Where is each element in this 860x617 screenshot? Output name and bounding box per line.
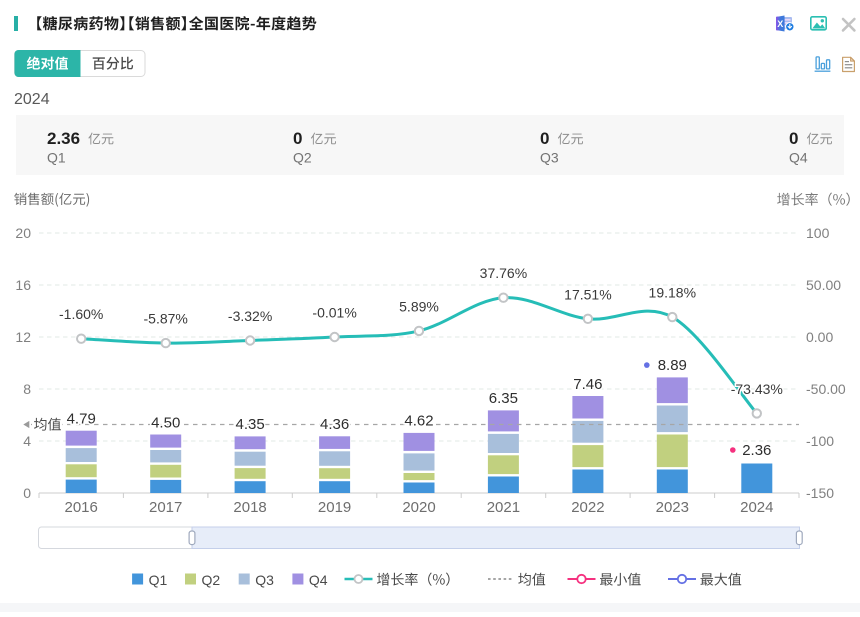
svg-text:8: 8 xyxy=(23,381,31,397)
svg-text:0: 0 xyxy=(789,129,798,148)
svg-text:0: 0 xyxy=(293,129,302,148)
svg-text:2.36: 2.36 xyxy=(742,442,771,459)
svg-text:-150: -150 xyxy=(806,485,834,501)
svg-text:2020: 2020 xyxy=(402,499,435,516)
svg-text:17.51%: 17.51% xyxy=(564,286,611,302)
svg-text:-3.32%: -3.32% xyxy=(228,308,272,324)
svg-text:4.35: 4.35 xyxy=(235,416,264,433)
svg-text:-100: -100 xyxy=(806,433,834,449)
svg-text:4.50: 4.50 xyxy=(151,414,180,431)
svg-text:Q4: Q4 xyxy=(789,150,808,166)
svg-text:Q4: Q4 xyxy=(309,572,328,588)
svg-text:0: 0 xyxy=(23,485,31,501)
svg-text:Q1: Q1 xyxy=(149,572,168,588)
svg-text:7.46: 7.46 xyxy=(573,376,602,393)
svg-text:4.36: 4.36 xyxy=(320,416,349,433)
svg-text:4.62: 4.62 xyxy=(404,413,433,430)
svg-text:37.76%: 37.76% xyxy=(480,265,527,281)
svg-text:Q2: Q2 xyxy=(293,150,312,166)
svg-text:4.79: 4.79 xyxy=(67,411,96,428)
svg-text:5.89%: 5.89% xyxy=(399,298,439,314)
svg-text:2016: 2016 xyxy=(65,499,98,516)
svg-text:2019: 2019 xyxy=(318,499,351,516)
svg-text:2023: 2023 xyxy=(656,499,689,516)
svg-text:6.35: 6.35 xyxy=(489,390,518,407)
svg-text:2022: 2022 xyxy=(571,499,604,516)
svg-text:50.00: 50.00 xyxy=(806,277,841,293)
svg-text:16: 16 xyxy=(15,277,31,293)
svg-text:-1.60%: -1.60% xyxy=(59,306,103,322)
svg-text:2024: 2024 xyxy=(740,499,773,516)
svg-text:Q1: Q1 xyxy=(47,150,66,166)
svg-text:2017: 2017 xyxy=(149,499,182,516)
svg-text:X: X xyxy=(777,19,783,29)
svg-text:12: 12 xyxy=(15,329,31,345)
svg-text:2018: 2018 xyxy=(233,499,266,516)
svg-text:-73.43%: -73.43% xyxy=(731,381,783,397)
svg-text:-0.01%: -0.01% xyxy=(312,305,356,321)
svg-text:2024: 2024 xyxy=(14,91,50,108)
svg-text:-5.87%: -5.87% xyxy=(144,311,188,327)
svg-text:19.18%: 19.18% xyxy=(649,285,696,301)
svg-text:8.89: 8.89 xyxy=(658,357,687,374)
svg-text:100: 100 xyxy=(806,225,830,241)
svg-text:-50.00: -50.00 xyxy=(806,381,846,397)
svg-text:4: 4 xyxy=(23,433,31,449)
svg-text:0.00: 0.00 xyxy=(806,329,833,345)
svg-text:0: 0 xyxy=(540,129,549,148)
svg-text:2021: 2021 xyxy=(487,499,520,516)
svg-text:Q3: Q3 xyxy=(255,572,274,588)
svg-text:Q3: Q3 xyxy=(540,150,559,166)
svg-text:20: 20 xyxy=(15,225,31,241)
svg-text:Q2: Q2 xyxy=(202,572,221,588)
svg-text:2.36: 2.36 xyxy=(47,129,80,148)
